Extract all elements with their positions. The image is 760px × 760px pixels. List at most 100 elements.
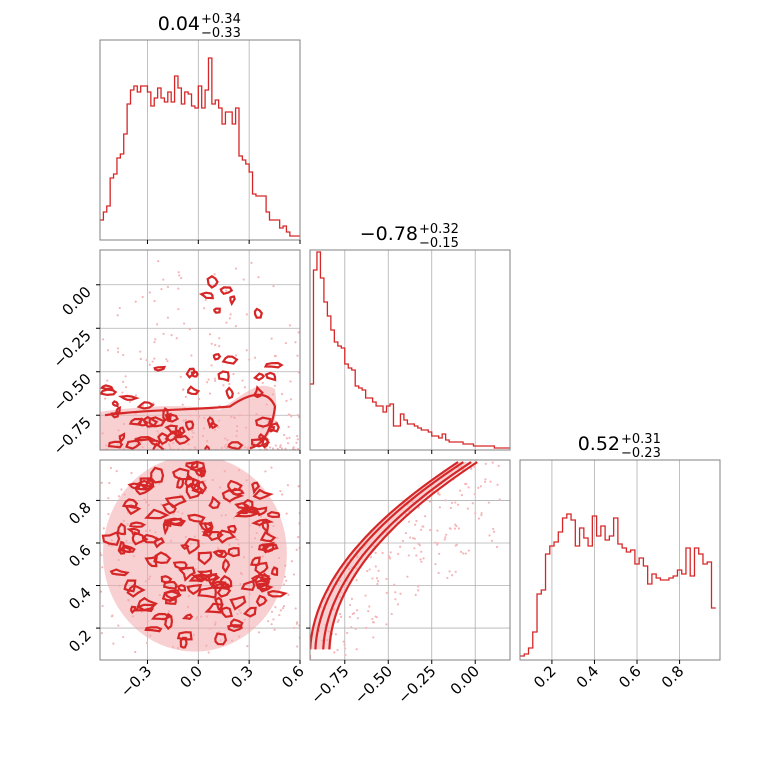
scatter-point: [457, 503, 460, 506]
contour-blob: [242, 606, 257, 618]
scatter-point: [484, 462, 487, 465]
scatter-point: [467, 486, 470, 489]
scatter-point: [394, 598, 397, 601]
scatter-point: [365, 626, 368, 629]
contour-blob: [198, 291, 214, 300]
contour-blob: [141, 533, 159, 544]
contour-blob: [259, 572, 272, 583]
scatter-point: [243, 386, 247, 389]
title-p00-plus: +0.34: [201, 12, 241, 27]
scatter-point: [183, 322, 186, 325]
scatter-point: [141, 295, 144, 299]
scatter-point: [272, 285, 275, 288]
title-p22-median: 0.52: [578, 433, 620, 455]
scatter-point: [279, 446, 282, 449]
scatter-point: [297, 536, 300, 539]
scatter-point: [118, 306, 121, 310]
frame-p20: [99, 459, 301, 661]
x-tick-label: −0.50: [351, 662, 396, 707]
scatter-point: [100, 590, 103, 593]
scatter-point: [198, 397, 201, 401]
scatter-point: [460, 494, 463, 497]
scatter-point: [438, 506, 442, 509]
content-p11: [310, 251, 510, 449]
scatter-point: [421, 525, 424, 528]
contour-blob: [164, 612, 174, 631]
scatter-point: [498, 498, 501, 501]
y-tick-label: −0.75: [50, 413, 95, 458]
scatter-point: [279, 609, 283, 612]
scatter-point: [282, 583, 286, 586]
scatter-point: [284, 447, 287, 450]
scatter-point: [419, 528, 423, 531]
content-p20: [100, 460, 300, 654]
contour-blob: [213, 307, 221, 314]
scatter-point: [448, 570, 451, 573]
scatter-point: [274, 420, 277, 423]
scatter-point: [115, 470, 118, 473]
scatter-point: [396, 603, 400, 606]
contour-blob: [168, 517, 187, 527]
scatter-point: [280, 447, 284, 450]
scatter-point: [490, 539, 494, 542]
histogram-p11: [310, 251, 510, 449]
contour-blob: [248, 506, 268, 517]
scatter-point: [188, 328, 191, 331]
scatter-point: [491, 461, 494, 464]
contour-blob: [229, 595, 247, 611]
contour-blob: [214, 632, 228, 646]
contour-blob: [254, 561, 269, 576]
scatter-point: [228, 317, 231, 320]
contour-blob: [116, 522, 127, 536]
scatter-point: [409, 536, 412, 539]
scatter-point: [293, 626, 296, 630]
scatter-point: [485, 447, 487, 449]
scatter-point: [296, 414, 299, 417]
scatter-point: [120, 488, 123, 491]
scatter-point: [374, 551, 377, 554]
scatter-point: [177, 287, 180, 290]
scatter-point: [479, 485, 482, 488]
scatter-point: [482, 457, 484, 459]
scatter-point: [419, 558, 422, 561]
frame-p11: [309, 249, 511, 451]
scatter-point: [286, 442, 290, 445]
scatter-point: [312, 702, 314, 704]
scatter-point: [492, 527, 495, 531]
scatter-point: [310, 667, 312, 669]
scatter-point: [272, 618, 275, 621]
scatter-point: [444, 536, 447, 539]
scatter-point: [292, 573, 296, 576]
contour-blob: [117, 540, 126, 555]
scatter-point: [110, 615, 114, 618]
scatter-point: [289, 380, 292, 383]
x-tick-label: 0.3: [227, 662, 257, 692]
scatter-point: [453, 527, 457, 530]
contour-blob: [136, 401, 155, 410]
contour-line: [314, 461, 464, 650]
scatter-point: [337, 619, 340, 622]
scatter-point: [437, 571, 440, 575]
scatter-point: [242, 278, 245, 281]
contour-blob: [229, 618, 244, 628]
scatter-point: [116, 314, 119, 317]
scatter-point: [245, 313, 248, 316]
contour-blob: [234, 502, 250, 510]
scatter-point: [281, 607, 285, 610]
y-tick-label: −0.25: [50, 326, 95, 371]
title-p22-plus: +0.31: [621, 432, 661, 447]
scatter-point: [100, 632, 103, 635]
contour-blob: [164, 412, 172, 422]
histogram-p00: [100, 57, 300, 237]
scatter-point: [297, 371, 300, 374]
y-tick-label: 0.00: [58, 283, 94, 319]
scatter-point: [270, 610, 274, 613]
contour-blob: [226, 524, 237, 534]
contour-blob: [220, 606, 233, 618]
contour-blob: [227, 546, 240, 558]
scatter-point: [397, 552, 400, 556]
contour-blob: [252, 385, 264, 399]
scatter-point: [178, 274, 181, 277]
scatter-point: [278, 613, 281, 617]
